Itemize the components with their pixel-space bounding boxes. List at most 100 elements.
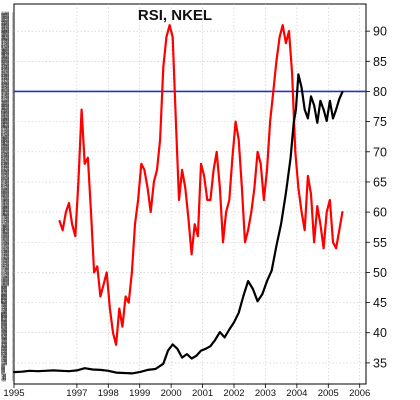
left-tick-label: 1140: [1, 271, 9, 275]
left-tick-label: 1260: [1, 261, 9, 265]
left-tick-label: 3230: [1, 87, 9, 91]
left-tick-label: 3850: [1, 33, 9, 37]
left-tick-label: 1070: [1, 277, 9, 281]
left-tick-label: 610: [1, 318, 7, 322]
left-tick-label: 2160: [1, 182, 9, 186]
left-tick-label: 590: [1, 320, 7, 324]
left-tick-label: 2990: [1, 109, 9, 113]
left-tick-label: 760: [1, 305, 7, 309]
left-tick-label: 2970: [1, 110, 9, 114]
left-tick-label: 2960: [1, 111, 9, 115]
left-tick-label: 370: [1, 339, 7, 343]
left-tick-label: 3040: [1, 104, 9, 108]
left-tick-label: 2360: [1, 164, 9, 168]
left-tick-label: 2870: [1, 119, 9, 123]
left-tick-label: 990: [1, 284, 7, 288]
left-tick-label: 2710: [1, 133, 9, 137]
left-tick-label: 900: [1, 292, 7, 296]
left-tick-label: 2550: [1, 147, 9, 151]
x-tick-label: 1995: [3, 388, 24, 399]
left-tick-label: 3380: [1, 74, 9, 78]
left-tick-label: 720: [1, 308, 7, 312]
x-tick-label: 2000: [161, 388, 182, 399]
left-tick-label: 1490: [1, 240, 9, 244]
left-tick-label: 3920: [1, 27, 9, 31]
left-tick-label: 3990: [1, 21, 9, 25]
left-tick-label: 2080: [1, 189, 9, 193]
left-tick-label: 490: [1, 328, 7, 332]
left-tick-label: 420: [1, 335, 7, 339]
left-tick-label: 360: [1, 340, 7, 344]
left-tick-label: 3410: [1, 72, 9, 76]
left-tick-label: 460: [1, 331, 7, 335]
left-tick-label: 3570: [1, 58, 9, 62]
right-tick-label: 50: [373, 266, 387, 280]
left-tick-label: 870: [1, 295, 7, 299]
left-tick-label: 4010: [1, 19, 9, 23]
left-tick-label: 840: [1, 298, 7, 302]
left-tick-label: 740: [1, 306, 7, 310]
left-tick-label: 2320: [1, 167, 9, 171]
left-tick-label: 70: [1, 365, 5, 369]
left-tick-label: 280: [1, 347, 7, 351]
left-tick-label: 1550: [1, 235, 9, 239]
left-tick-label: 1820: [1, 211, 9, 215]
x-tick-label: 2005: [318, 388, 339, 399]
left-tick-label: 1210: [1, 265, 9, 269]
left-tick-label: 2240: [1, 175, 9, 179]
left-tick-label: 3700: [1, 46, 9, 50]
left-tick-label: 1330: [1, 255, 9, 259]
left-tick-label: 640: [1, 315, 7, 319]
left-tick-label: 2750: [1, 130, 9, 134]
left-tick-label: 1220: [1, 264, 9, 268]
left-tick-label: 3820: [1, 36, 9, 40]
left-tick-label: 1580: [1, 233, 9, 237]
left-tick-label: 1180: [1, 268, 9, 272]
left-tick-label: 1400: [1, 248, 9, 252]
left-tick-label: 970: [1, 286, 7, 290]
left-tick-label: 1120: [1, 273, 9, 277]
left-tick-label: 3910: [1, 28, 9, 32]
left-tick-label: 3180: [1, 92, 9, 96]
left-tick-label: 250: [1, 350, 7, 354]
left-tick-label: 780: [1, 303, 7, 307]
left-tick-label: 2450: [1, 156, 9, 160]
left-tick-label: 1390: [1, 249, 9, 253]
left-tick-label: 2800: [1, 125, 9, 129]
left-tick-label: 620: [1, 317, 7, 321]
left-tick-label: 2980: [1, 109, 9, 113]
left-tick-label: 1110: [1, 274, 9, 278]
left-tick-label: 2420: [1, 159, 9, 163]
left-tick-label: 1750: [1, 218, 9, 222]
left-tick-label: 2170: [1, 181, 9, 185]
left-tick-label: 690: [1, 311, 7, 315]
left-tick-label: 2270: [1, 172, 9, 176]
left-tick-label: 3390: [1, 73, 9, 77]
left-tick-label: 3690: [1, 47, 9, 51]
left-tick-label: 3100: [1, 99, 9, 103]
left-tick-label: 1370: [1, 251, 9, 255]
left-tick-label: 3470: [1, 66, 9, 70]
left-tick-label: 1050: [1, 279, 9, 283]
left-tick-label: 1660: [1, 226, 9, 230]
left-tick-label: 2630: [1, 140, 9, 144]
left-tick-label: 960: [1, 287, 7, 291]
left-tick-label: 50: [1, 367, 5, 371]
left-tick-label: 3520: [1, 62, 9, 66]
left-tick-label: 950: [1, 288, 7, 292]
left-tick-label: 520: [1, 326, 7, 330]
left-tick-label: 2280: [1, 171, 9, 175]
left-tick-label: -40: [1, 375, 6, 379]
left-tick-label: 1610: [1, 230, 9, 234]
left-tick-label: 190: [1, 355, 7, 359]
x-tick-label: 1997: [66, 388, 87, 399]
right-tick-label: 65: [373, 175, 387, 189]
left-tick-label: 2920: [1, 115, 9, 119]
left-tick-label: 1980: [1, 197, 9, 201]
left-tick-label: 1810: [1, 212, 9, 216]
left-tick-label: 430: [1, 334, 7, 338]
left-tick-label: -50: [1, 376, 6, 380]
left-tick-label: 2110: [1, 186, 9, 190]
left-tick-label: 1560: [1, 234, 9, 238]
